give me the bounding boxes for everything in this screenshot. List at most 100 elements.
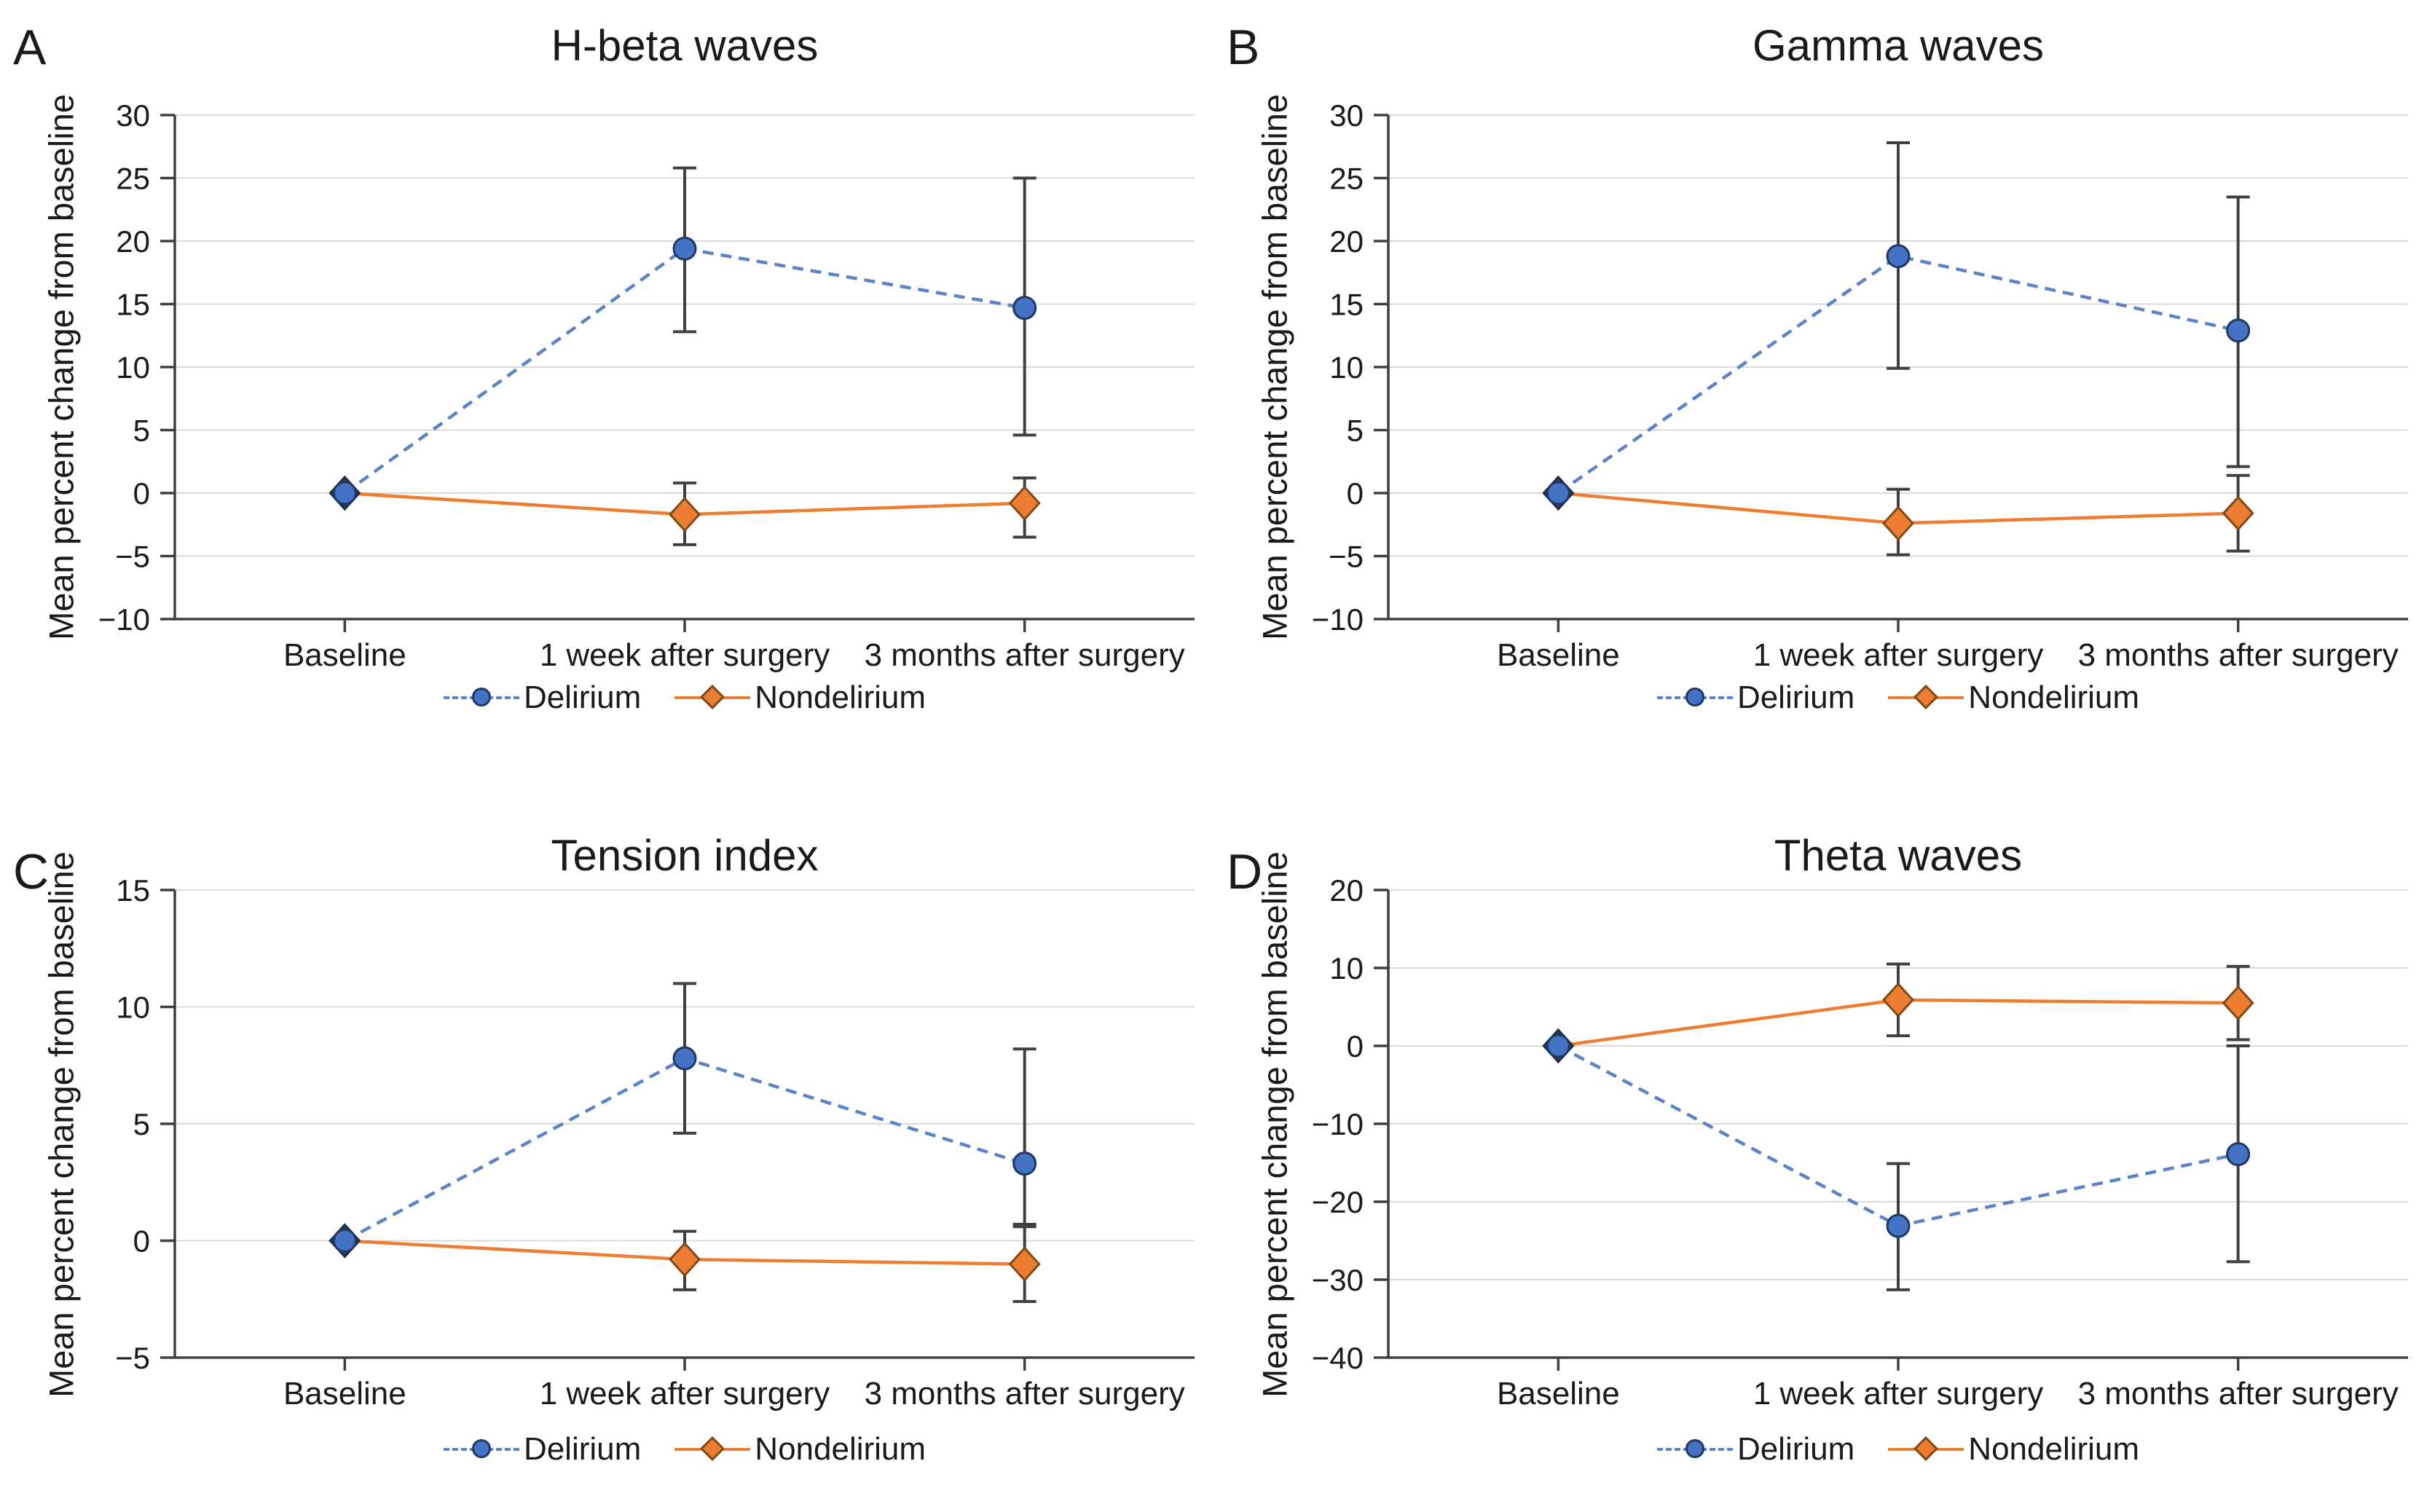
nondelirium-legend-label: Nondelirium bbox=[1968, 1431, 2140, 1467]
legend-d: Delirium Nondelirium bbox=[1214, 1428, 2427, 1471]
y-tick-label: 20 bbox=[1329, 224, 1364, 259]
delirium-marker bbox=[332, 1229, 357, 1253]
panel-c: C Tension index Mean percent change from… bbox=[0, 756, 1214, 1512]
delirium-legend-line bbox=[443, 688, 519, 706]
nondelirium-marker bbox=[668, 1241, 701, 1277]
delirium-marker bbox=[1546, 1033, 1570, 1058]
y-tick-label: 5 bbox=[133, 1107, 150, 1141]
legend-a: Delirium Nondelirium bbox=[0, 676, 1214, 720]
nondelirium-marker bbox=[1008, 1246, 1041, 1282]
nondelirium-marker bbox=[668, 497, 701, 532]
delirium-legend-line bbox=[443, 1439, 519, 1458]
nondelirium-legend-line bbox=[674, 1436, 751, 1461]
delirium-marker bbox=[2226, 1142, 2251, 1167]
delirium-legend-label: Delirium bbox=[523, 680, 642, 715]
x-category-label: 3 months after surgery bbox=[2078, 637, 2399, 673]
panel-title-a: H-beta waves bbox=[551, 21, 819, 70]
delirium-marker bbox=[672, 1046, 697, 1071]
panel-title-d: Theta waves bbox=[1774, 831, 2023, 880]
panel-a: A H-beta waves Mean percent change from … bbox=[0, 0, 1214, 756]
chart-c: −5 0 5 10 15 Baseline 1 week after surgery 3 mo… bbox=[115, 873, 1195, 1411]
nondelirium-legend-label: Nondelirium bbox=[1968, 680, 2140, 715]
y-tick-label: 0 bbox=[133, 476, 150, 511]
delirium-legend-label: Delirium bbox=[1736, 1431, 1855, 1467]
delirium-legend-line bbox=[1656, 1439, 1733, 1458]
y-tick-label: 25 bbox=[116, 162, 150, 196]
chart-d: −40 −30 −20 −10 0 10 20 Baseline 1 week after su… bbox=[1312, 873, 2408, 1411]
y-tick-label: 25 bbox=[1329, 162, 1364, 196]
y-tick-label: 10 bbox=[116, 991, 150, 1025]
panel-letter-d: D bbox=[1227, 844, 1263, 899]
y-tick-label: 10 bbox=[116, 350, 150, 385]
y-tick-label: −10 bbox=[98, 602, 150, 637]
delirium-marker bbox=[672, 236, 697, 261]
x-category-label: 1 week after surgery bbox=[1753, 1376, 2044, 1411]
y-tick-label: −20 bbox=[1312, 1185, 1364, 1219]
y-tick-label: −10 bbox=[1312, 602, 1364, 637]
y-tick-label: 10 bbox=[1329, 350, 1364, 385]
x-category-label: 3 months after surgery bbox=[2078, 1376, 2399, 1411]
y-tick-label: 0 bbox=[1347, 1029, 1364, 1063]
y-tick-label: 30 bbox=[1329, 98, 1364, 133]
x-category-label: 1 week after surgery bbox=[540, 1376, 830, 1411]
y-tick-label: 20 bbox=[116, 224, 150, 259]
y-tick-label: −30 bbox=[1312, 1263, 1364, 1297]
y-tick-label: 0 bbox=[1347, 476, 1364, 511]
x-category-label: 3 months after surgery bbox=[865, 1376, 1185, 1411]
y-tick-label: −5 bbox=[115, 540, 150, 574]
y-tick-label: 15 bbox=[1329, 288, 1364, 322]
nondelirium-marker bbox=[1008, 485, 1041, 521]
chart-a: −10 −5 0 5 10 15 20 25 30 Baseline 1 week after su… bbox=[98, 98, 1195, 673]
nondelirium-legend-line bbox=[1888, 1436, 1964, 1461]
nondelirium-legend-line bbox=[1888, 685, 1964, 709]
y-tick-label: 15 bbox=[116, 873, 150, 907]
x-category-label: 3 months after surgery bbox=[865, 637, 1185, 673]
delirium-marker bbox=[1886, 244, 1911, 269]
delirium-marker bbox=[1012, 1151, 1037, 1176]
delirium-marker bbox=[1886, 1213, 1911, 1238]
panel-title-b: Gamma waves bbox=[1752, 21, 2045, 70]
y-tick-label: −5 bbox=[1329, 540, 1364, 574]
nondelirium-marker bbox=[1881, 505, 1915, 541]
panel-letter-b: B bbox=[1227, 20, 1260, 75]
x-category-label: Baseline bbox=[1497, 1376, 1620, 1411]
legend-c: Delirium Nondelirium bbox=[0, 1428, 1214, 1471]
y-tick-label: −40 bbox=[1312, 1341, 1364, 1375]
x-category-label: 1 week after surgery bbox=[1753, 637, 2044, 673]
chart-b: −10 −5 0 5 10 15 20 25 30 Baseline 1 week after su… bbox=[1312, 98, 2408, 673]
nondelirium-legend-marker-icon bbox=[1913, 685, 1939, 709]
x-category-label: Baseline bbox=[1497, 637, 1620, 673]
delirium-legend-marker-icon bbox=[471, 688, 491, 706]
delirium-legend-marker-icon bbox=[1685, 1439, 1704, 1458]
y-tick-label: 30 bbox=[116, 98, 150, 133]
delirium-legend-label: Delirium bbox=[1736, 680, 1855, 715]
y-tick-label: 5 bbox=[1347, 414, 1364, 448]
panel-d: D Theta waves Mean percent change from b… bbox=[1214, 756, 2427, 1512]
y-tick-label: 20 bbox=[1329, 873, 1364, 907]
panel-letter-a: A bbox=[13, 20, 47, 75]
nondelirium-marker bbox=[2222, 985, 2254, 1021]
delirium-legend-line bbox=[1656, 688, 1733, 706]
nondelirium-legend-label: Nondelirium bbox=[755, 1431, 927, 1467]
nondelirium-marker bbox=[1881, 982, 1915, 1018]
y-tick-label: −5 bbox=[115, 1341, 150, 1375]
panel-letter-c: C bbox=[13, 844, 50, 899]
delirium-legend-label: Delirium bbox=[523, 1431, 642, 1467]
x-category-label: Baseline bbox=[283, 637, 406, 673]
nondelirium-marker bbox=[2222, 495, 2254, 531]
panel-title-c: Tension index bbox=[551, 831, 819, 880]
delirium-marker bbox=[1546, 481, 1570, 505]
x-category-label: Baseline bbox=[283, 1376, 406, 1411]
y-tick-label: 15 bbox=[116, 288, 150, 322]
delirium-legend-marker-icon bbox=[1685, 688, 1704, 706]
nondelirium-legend-marker-icon bbox=[700, 685, 725, 709]
x-category-label: 1 week after surgery bbox=[540, 637, 830, 673]
delirium-line bbox=[1557, 254, 2239, 495]
legend-b: Delirium Nondelirium bbox=[1214, 676, 2427, 720]
y-tick-label: 5 bbox=[133, 414, 150, 448]
y-tick-label: 0 bbox=[133, 1224, 150, 1259]
nondelirium-legend-line bbox=[674, 685, 751, 709]
panel-b: B Gamma waves Mean percent change from b… bbox=[1214, 0, 2427, 756]
delirium-legend-marker-icon bbox=[471, 1439, 491, 1458]
